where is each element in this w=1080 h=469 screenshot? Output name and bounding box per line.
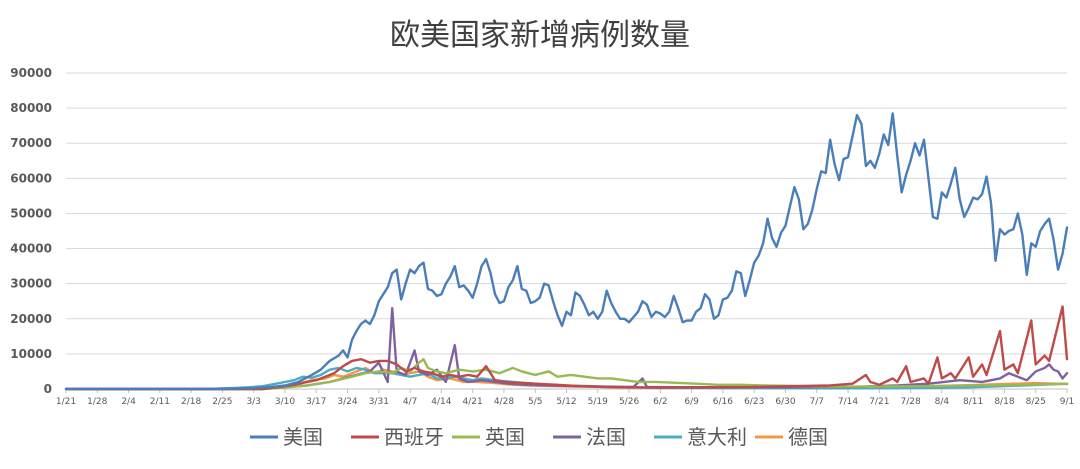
- x-tick-label: 9/1: [1060, 397, 1074, 407]
- x-tick-label: 3/3: [246, 397, 260, 407]
- chart-title: 欧美国家新增病例数量: [390, 18, 690, 53]
- y-tick-label: 20000: [10, 312, 52, 326]
- y-tick-label: 80000: [10, 101, 52, 115]
- y-tick-label: 70000: [10, 136, 52, 150]
- legend-label: 意大利: [687, 425, 747, 449]
- x-tick-label: 6/16: [713, 397, 733, 407]
- x-tick-label: 8/25: [1026, 397, 1046, 407]
- x-tick-label: 5/5: [528, 397, 542, 407]
- x-tick-label: 2/18: [181, 397, 201, 407]
- x-tick-label: 7/21: [869, 397, 889, 407]
- legend-label: 西班牙: [384, 425, 444, 449]
- x-tick-label: 6/30: [775, 397, 795, 407]
- x-tick-label: 6/2: [653, 397, 667, 407]
- x-tick-label: 3/10: [275, 397, 295, 407]
- x-tick-label: 3/31: [369, 397, 389, 407]
- legend-label: 美国: [283, 425, 323, 449]
- x-tick-label: 1/21: [56, 397, 76, 407]
- x-tick-label: 5/12: [556, 397, 576, 407]
- series-line-0: [64, 112, 1069, 391]
- x-tick-label: 8/18: [994, 397, 1014, 407]
- x-tick-label: 6/23: [744, 397, 764, 407]
- x-tick-label: 7/7: [810, 397, 824, 407]
- x-tick-label: 8/11: [963, 397, 983, 407]
- series-line-1: [64, 305, 1069, 391]
- x-tick-label: 4/7: [403, 397, 417, 407]
- legend-label: 英国: [485, 425, 525, 449]
- legend: 美国 西班牙 英国 法国 意大利 德国: [250, 425, 828, 449]
- legend-label: 法国: [586, 425, 626, 449]
- x-tick-label: 6/9: [684, 397, 699, 407]
- x-tick-label: 7/14: [838, 397, 858, 407]
- x-tick-label: 3/24: [337, 397, 357, 407]
- legend-label: 德国: [788, 425, 828, 449]
- y-tick-label: 50000: [10, 206, 52, 220]
- x-tick-label: 5/19: [588, 397, 608, 407]
- x-tick-label: 4/28: [494, 397, 514, 407]
- y-tick-label: 40000: [10, 242, 52, 256]
- x-tick-label: 8/4: [935, 397, 950, 407]
- x-tick-label: 7/28: [900, 397, 920, 407]
- x-tick-label: 4/21: [463, 397, 483, 407]
- x-tick-label: 5/26: [619, 397, 639, 407]
- x-axis: 1/21 1/28 2/4 2/11 2/18 2/25 3/3 3/10 3/17 3/24 3/…: [56, 388, 1074, 407]
- x-tick-label: 2/4: [121, 397, 136, 407]
- x-tick-label: 2/11: [150, 397, 170, 407]
- series-line-2: [64, 357, 1069, 391]
- gridlines: [66, 72, 1067, 355]
- y-axis: 0 10000 20000 30000 40000 50000 60000 70000 8000…: [10, 66, 52, 396]
- y-tick-label: 90000: [10, 66, 52, 80]
- y-tick-label: 60000: [10, 171, 52, 185]
- y-tick-label: 30000: [10, 277, 52, 291]
- y-tick-label: 0: [44, 382, 52, 396]
- series-line-3: [64, 307, 1069, 391]
- x-tick-label: 4/14: [431, 397, 451, 407]
- x-tick-label: 2/25: [212, 397, 232, 407]
- x-tick-label: 3/17: [306, 397, 326, 407]
- x-tick-label: 1/28: [87, 397, 107, 407]
- y-tick-label: 10000: [10, 347, 52, 361]
- series-lines: [64, 112, 1069, 391]
